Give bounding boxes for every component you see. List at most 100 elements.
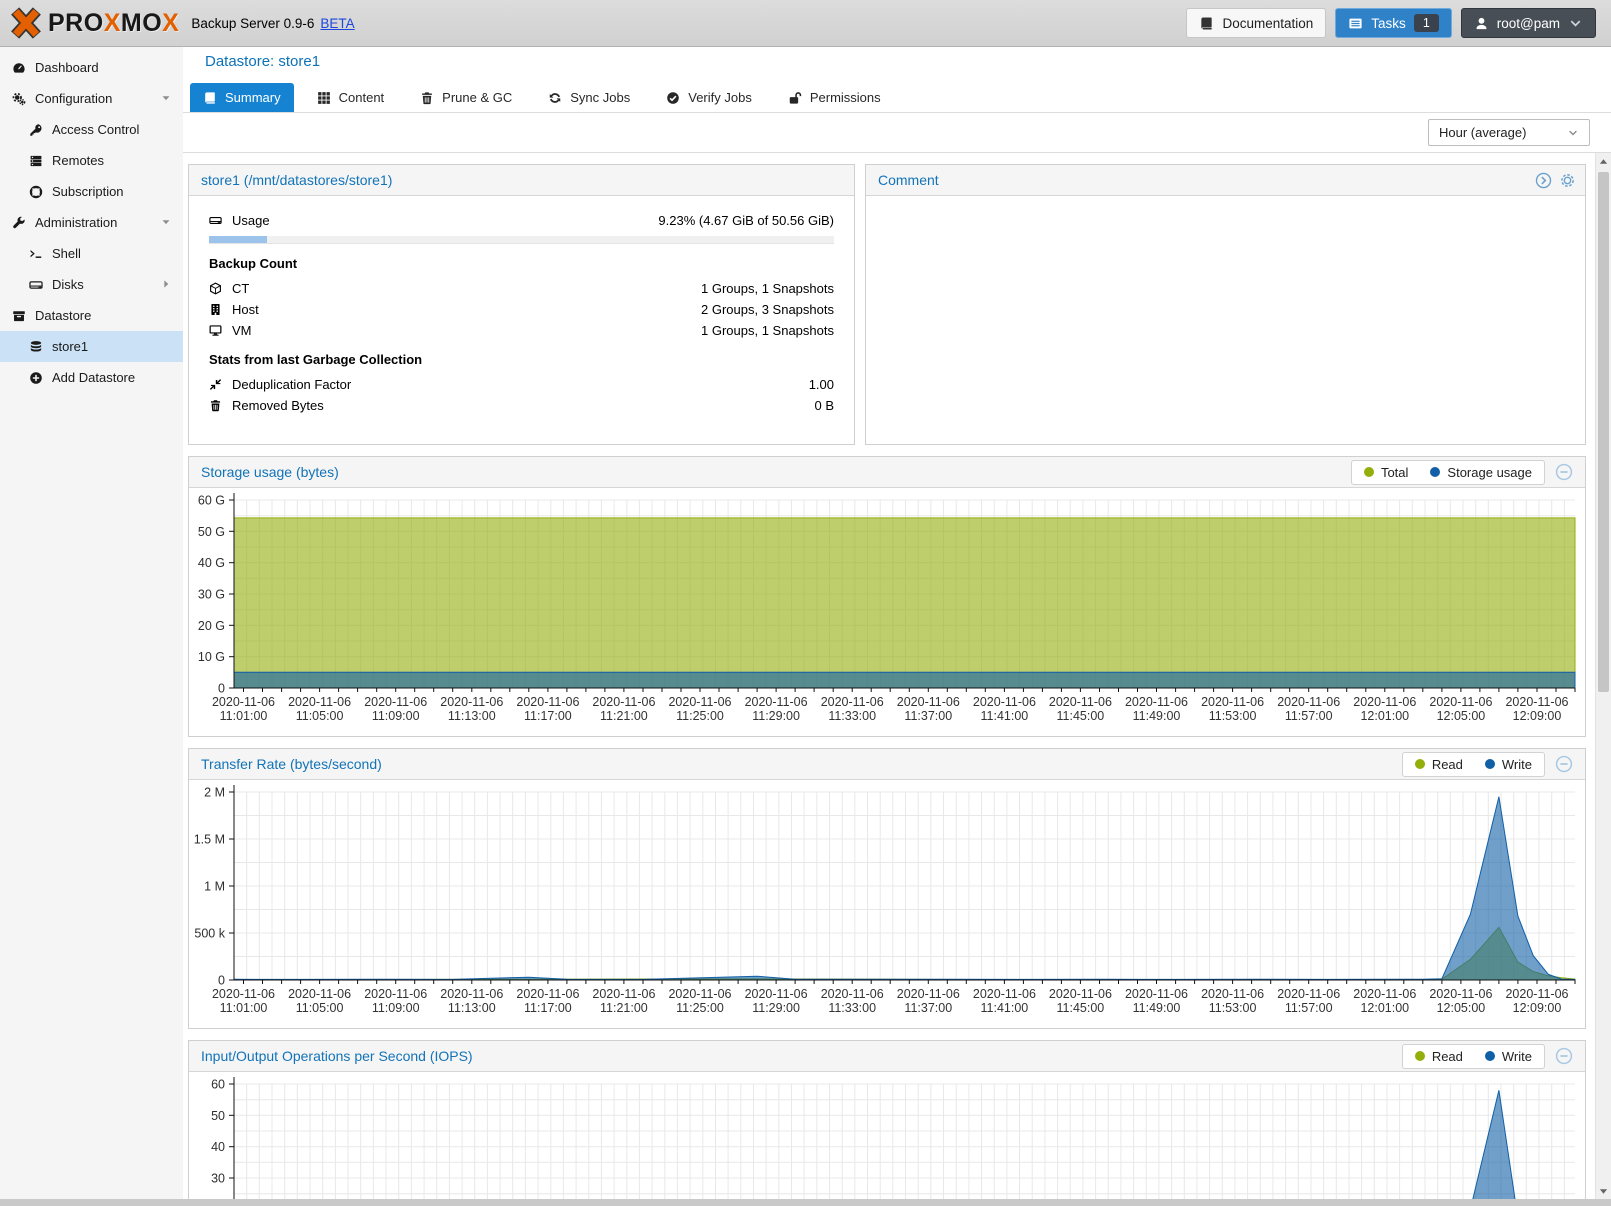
tab-prune-gc[interactable]: Prune & GC xyxy=(407,83,525,112)
svg-text:11:21:00: 11:21:00 xyxy=(600,1001,648,1015)
monitor-icon xyxy=(209,324,228,337)
svg-text:40: 40 xyxy=(211,1140,225,1154)
scroll-up-arrow[interactable] xyxy=(1596,153,1611,169)
chevron-down-icon xyxy=(1568,16,1583,31)
legend-item-total[interactable]: Total xyxy=(1363,465,1408,480)
svg-text:11:01:00: 11:01:00 xyxy=(220,1001,268,1015)
svg-text:2020-11-06: 2020-11-06 xyxy=(973,695,1036,709)
hdd-icon xyxy=(209,214,228,227)
svg-text:11:57:00: 11:57:00 xyxy=(1285,1001,1333,1015)
svg-text:2020-11-06: 2020-11-06 xyxy=(1125,987,1188,1001)
collapse-chart-button[interactable] xyxy=(1555,463,1573,481)
svg-text:2020-11-06: 2020-11-06 xyxy=(364,695,427,709)
sidebar-item-datastore[interactable]: Datastore xyxy=(0,300,183,331)
sidebar-item-disks[interactable]: Disks xyxy=(0,269,183,300)
svg-text:11:05:00: 11:05:00 xyxy=(296,1001,344,1015)
tab-label: Content xyxy=(338,90,385,105)
svg-text:11:13:00: 11:13:00 xyxy=(448,1001,496,1015)
svg-text:10 G: 10 G xyxy=(198,650,225,664)
sidebar-item-access-control[interactable]: Access Control xyxy=(0,114,183,145)
time-range-select[interactable]: Hour (average) xyxy=(1428,119,1590,146)
sidebar-item-administration[interactable]: Administration xyxy=(0,207,183,238)
user-menu-button[interactable]: root@pam xyxy=(1460,8,1596,38)
gear-icon[interactable] xyxy=(1559,172,1576,189)
tab-summary[interactable]: Summary xyxy=(190,83,294,112)
beta-link[interactable]: BETA xyxy=(320,15,355,31)
comment-title: Comment xyxy=(878,172,939,188)
scroll-down-arrow[interactable] xyxy=(1596,1183,1611,1199)
series-storage-usage xyxy=(233,671,1576,689)
svg-text:11:41:00: 11:41:00 xyxy=(981,709,1029,723)
svg-text:12:01:00: 12:01:00 xyxy=(1360,709,1409,723)
caret-right-icon[interactable] xyxy=(160,278,172,293)
svg-text:0: 0 xyxy=(218,682,225,696)
chart-svg: 01020304050602020-11-0611:01:002020-11-0… xyxy=(211,1077,1575,1206)
sidebar-item-store1[interactable]: store1 xyxy=(0,331,183,362)
legend-item-storage-usage[interactable]: Storage usage xyxy=(1430,465,1532,480)
tasks-button[interactable]: Tasks 1 xyxy=(1335,8,1452,38)
vertical-scrollbar[interactable] xyxy=(1595,153,1611,1199)
tab-verify-jobs[interactable]: Verify Jobs xyxy=(653,83,765,112)
horizontal-scrollbar[interactable] xyxy=(0,1199,1611,1206)
svg-text:2020-11-06: 2020-11-06 xyxy=(1201,987,1264,1001)
sidebar-item-dashboard[interactable]: Dashboard xyxy=(0,52,183,83)
svg-text:11:13:00: 11:13:00 xyxy=(448,709,496,723)
svg-text:12:05:00: 12:05:00 xyxy=(1437,709,1486,723)
svg-text:11:49:00: 11:49:00 xyxy=(1133,1001,1181,1015)
svg-text:500 k: 500 k xyxy=(194,927,225,941)
legend-dot-icon xyxy=(1484,1051,1495,1061)
svg-text:2 M: 2 M xyxy=(204,786,225,800)
chart-title: Transfer Rate (bytes/second) xyxy=(201,756,382,772)
storage-usage-chart-panel: Storage usage (bytes) Total Storage usag… xyxy=(188,456,1586,737)
stat-value: 0 B xyxy=(814,398,834,413)
chart-legend: Total Storage usage xyxy=(1350,459,1545,485)
sidebar-item-add-datastore[interactable]: Add Datastore xyxy=(0,362,183,393)
tab-permissions[interactable]: Permissions xyxy=(775,83,894,112)
sidebar-item-label: Disks xyxy=(52,277,84,292)
sidebar-item-label: Administration xyxy=(35,215,118,230)
top-bar-actions: Documentation Tasks 1 root@pam xyxy=(1186,8,1601,38)
svg-text:30: 30 xyxy=(211,1172,225,1186)
sidebar-item-remotes[interactable]: Remotes xyxy=(0,145,183,176)
key-icon xyxy=(27,123,45,137)
chart-header: Input/Output Operations per Second (IOPS… xyxy=(189,1041,1585,1072)
collapse-chart-button[interactable] xyxy=(1555,755,1573,773)
stat-value: 2 Groups, 3 Snapshots xyxy=(701,302,834,317)
edit-comment-button[interactable] xyxy=(1535,172,1552,189)
iops-chart-panel: Input/Output Operations per Second (IOPS… xyxy=(188,1040,1586,1206)
main-area: Datastore: store1 Summary Content Prune … xyxy=(183,47,1611,1206)
sidebar-item-configuration[interactable]: Configuration xyxy=(0,83,183,114)
sidebar-item-shell[interactable]: Shell xyxy=(0,238,183,269)
legend-item-read[interactable]: Read xyxy=(1414,1049,1463,1064)
svg-text:2020-11-06: 2020-11-06 xyxy=(516,695,579,709)
legend-label: Storage usage xyxy=(1447,464,1532,480)
caret-down-icon[interactable] xyxy=(160,216,172,231)
transfer-rate-chart-panel: Transfer Rate (bytes/second) Read Write … xyxy=(188,748,1586,1029)
caret-down-icon[interactable] xyxy=(160,92,172,107)
legend-item-read[interactable]: Read xyxy=(1414,757,1463,772)
grid-icon xyxy=(317,91,331,105)
legend-item-write[interactable]: Write xyxy=(1484,1049,1532,1064)
svg-text:11:09:00: 11:09:00 xyxy=(372,1001,420,1015)
chevron-down-icon xyxy=(1567,127,1579,139)
database-icon xyxy=(27,340,45,354)
svg-text:2020-11-06: 2020-11-06 xyxy=(288,695,351,709)
svg-text:2020-11-06: 2020-11-06 xyxy=(1277,987,1340,1001)
sidebar-item-label: Subscription xyxy=(52,184,124,199)
svg-text:2020-11-06: 2020-11-06 xyxy=(440,987,503,1001)
trash-icon xyxy=(420,91,434,105)
tab-sync-jobs[interactable]: Sync Jobs xyxy=(535,83,643,112)
legend-item-write[interactable]: Write xyxy=(1484,757,1532,772)
svg-text:2020-11-06: 2020-11-06 xyxy=(1277,695,1340,709)
stat-label: VM xyxy=(232,323,252,338)
scrollbar-thumb[interactable] xyxy=(1598,172,1609,692)
tab-content[interactable]: Content xyxy=(304,83,398,112)
user-label: root@pam xyxy=(1496,15,1560,31)
sidebar-item-subscription[interactable]: Subscription xyxy=(0,176,183,207)
stat-row: Removed Bytes 0 B xyxy=(209,396,834,415)
collapse-chart-button[interactable] xyxy=(1555,1047,1573,1065)
svg-text:11:37:00: 11:37:00 xyxy=(904,1001,952,1015)
documentation-button[interactable]: Documentation xyxy=(1186,8,1327,38)
